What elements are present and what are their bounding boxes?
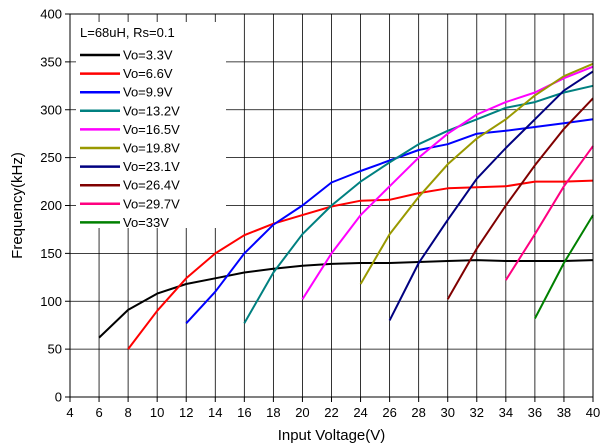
y-tick-label: 250 xyxy=(40,150,62,165)
x-tick-label: 16 xyxy=(237,405,251,420)
y-tick-label: 0 xyxy=(55,390,62,405)
legend-label: Vo=26.4V xyxy=(123,178,180,193)
y-tick-label: 150 xyxy=(40,246,62,261)
y-tick-label: 100 xyxy=(40,294,62,309)
legend-label: Vo=16.5V xyxy=(123,122,180,137)
x-tick-label: 4 xyxy=(66,405,73,420)
series-line xyxy=(98,259,594,339)
legend-label: Vo=33V xyxy=(123,215,169,230)
legend-header: L=68uH, Rs=0.1 xyxy=(80,25,175,40)
series-line xyxy=(504,145,594,281)
x-axis-title: Input Voltage(V) xyxy=(278,427,386,444)
x-tick-label: 40 xyxy=(586,405,600,420)
x-tick-label: 30 xyxy=(440,405,454,420)
legend: L=68uH, Rs=0.1 Vo=3.3V Vo=6.6V Vo=9.9V Vo=1… xyxy=(76,22,226,230)
series-line xyxy=(388,70,594,321)
series-line xyxy=(446,97,594,300)
series-line xyxy=(534,214,594,319)
axis-ticks: 4 6 8 10 12 14 16 18 20 22 24 26 28 30 32 34 36 38 4005010… xyxy=(40,7,600,421)
x-tick-label: 34 xyxy=(499,405,513,420)
x-tick-label: 32 xyxy=(470,405,484,420)
x-tick-label: 8 xyxy=(124,405,131,420)
grid-lines xyxy=(70,14,593,397)
x-tick-label: 38 xyxy=(557,405,571,420)
x-tick-label: 26 xyxy=(382,405,396,420)
x-tick-label: 20 xyxy=(295,405,309,420)
x-tick-label: 22 xyxy=(324,405,338,420)
series-line xyxy=(243,84,594,324)
y-axis-title: Frequency(kHz) xyxy=(9,152,26,259)
series-lines xyxy=(98,62,594,350)
x-tick-label: 14 xyxy=(208,405,222,420)
legend-background xyxy=(76,22,226,228)
y-tick-label: 350 xyxy=(40,54,62,69)
x-tick-label: 12 xyxy=(179,405,193,420)
legend-label: Vo=9.9V xyxy=(123,85,173,100)
legend-label: Vo=13.2V xyxy=(123,103,180,118)
x-tick-label: 10 xyxy=(150,405,164,420)
legend-label: Vo=6.6V xyxy=(123,66,173,81)
series-line xyxy=(359,62,594,285)
y-tick-label: 200 xyxy=(40,198,62,213)
x-tick-label: 36 xyxy=(528,405,542,420)
legend-label: Vo=23.1V xyxy=(123,159,180,174)
y-tick-label: 400 xyxy=(40,7,62,22)
x-tick-label: 28 xyxy=(411,405,425,420)
x-tick-label: 24 xyxy=(353,405,367,420)
y-tick-label: 50 xyxy=(48,342,62,357)
y-tick-label: 300 xyxy=(40,102,62,117)
series-line xyxy=(127,179,594,350)
legend-label: Vo=29.7V xyxy=(123,196,180,211)
legend-label: Vo=3.3V xyxy=(123,48,173,63)
x-tick-label: 6 xyxy=(95,405,102,420)
series-line xyxy=(301,65,594,300)
legend-label: Vo=19.8V xyxy=(123,141,180,156)
x-tick-label: 18 xyxy=(266,405,280,420)
